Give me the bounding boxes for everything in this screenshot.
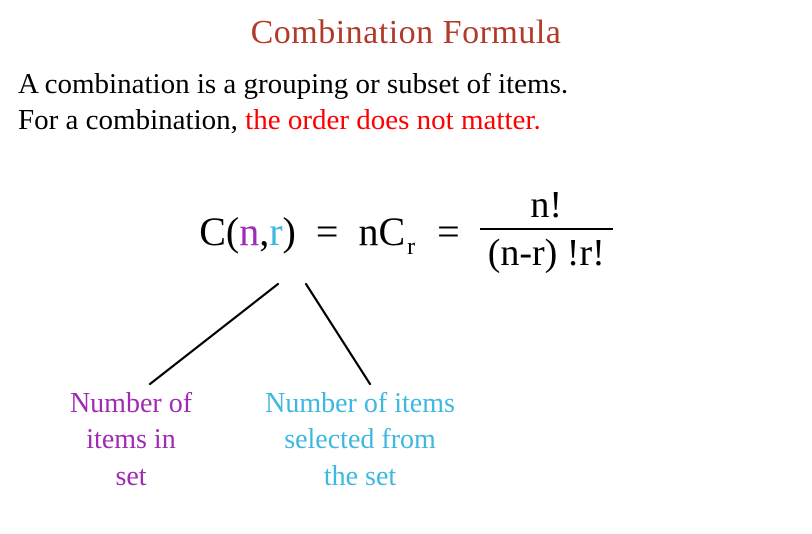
formula-nCr-n: n [358, 208, 378, 255]
connector-line-r [306, 284, 370, 384]
annotation-n: Number of items in set [36, 386, 226, 495]
formula-C: C [199, 208, 226, 255]
formula-function-notation: C ( n , r ) [199, 208, 296, 255]
connector-lines [110, 276, 510, 396]
formula-nCr-r: r [407, 234, 415, 261]
annotation-r-line1: Number of items [265, 388, 455, 419]
annotation-n-line2: items in [86, 424, 175, 455]
description-line2-highlight: the order does not matter. [245, 104, 541, 136]
description-line1: A combination is a grouping or subset of… [18, 68, 568, 100]
formula-equals-2: = [437, 208, 460, 255]
formula: C ( n , r ) = n C r = n! (n-r) !r! [0, 188, 812, 276]
formula-n-symbol: n [239, 208, 259, 255]
formula-open-paren: ( [226, 208, 239, 255]
formula-fraction: n! (n-r) !r! [480, 186, 613, 274]
formula-equals-1: = [316, 208, 339, 255]
connector-line-n [150, 284, 278, 384]
formula-r-symbol: r [269, 208, 282, 255]
annotation-r-line2: selected from [284, 424, 436, 455]
formula-nCr-C: C [378, 208, 405, 255]
description-block: A combination is a grouping or subset of… [0, 52, 812, 139]
page-title: Combination Formula [0, 0, 812, 52]
formula-close-paren: ) [283, 208, 296, 255]
formula-comma: , [259, 208, 269, 255]
formula-nCr-notation: n C r [358, 208, 417, 255]
annotation-n-line3: set [115, 461, 146, 492]
annotation-n-line1: Number of [70, 388, 192, 419]
annotation-r: Number of items selected from the set [230, 386, 490, 495]
formula-numerator: n! [520, 186, 572, 228]
description-line2-prefix: For a combination, [18, 104, 245, 136]
formula-denominator: (n-r) !r! [480, 230, 613, 274]
annotation-r-line3: the set [324, 461, 396, 492]
